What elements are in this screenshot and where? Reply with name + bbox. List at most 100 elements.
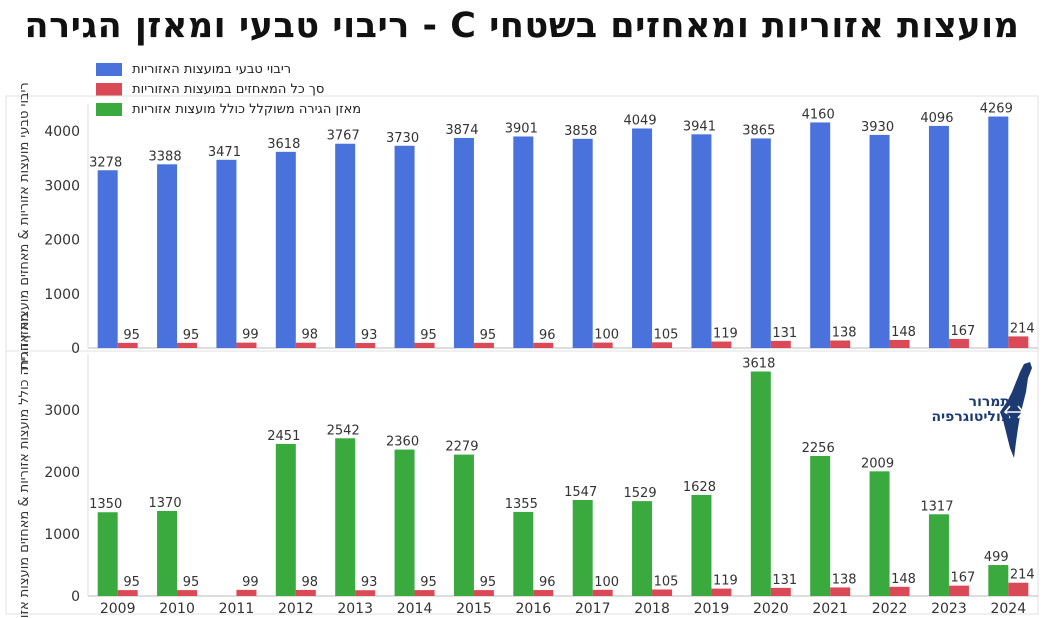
x-tick-label: 2023 [931,601,967,617]
data-label: 105 [654,574,679,589]
data-label: 2279 [445,440,478,455]
data-label: 1547 [564,485,597,500]
bar-primary [394,449,415,596]
bar-outposts [770,587,791,596]
data-label: 3388 [149,149,182,164]
israel-map-icon [1000,362,1032,458]
logo: תמרור פוליטוגרפיה [906,362,1036,462]
y-tick-label: 1000 [44,287,80,303]
bar-outposts [1008,582,1029,596]
data-label: 93 [361,328,378,343]
data-label: 1317 [920,499,953,514]
bar-primary [216,159,237,348]
bar-primary [810,456,831,596]
data-label: 148 [891,325,916,340]
bar-outposts [473,342,494,348]
x-tick-label: 2021 [812,601,848,617]
data-label: 119 [713,574,738,589]
data-label: 3901 [505,121,538,136]
data-label: 214 [1010,568,1035,583]
bar-outposts [711,341,732,348]
y-tick-label: 2000 [44,233,80,249]
bar-primary [632,128,653,348]
data-label: 4269 [980,102,1013,117]
legend-swatch-green [96,103,122,116]
y-tick-label: 0 [71,341,80,357]
data-label: 3930 [861,120,894,135]
bar-outposts [533,590,554,596]
x-tick-label: 2014 [397,601,433,617]
legend-swatch-red [96,83,122,96]
data-label: 95 [420,575,437,590]
bar-outposts [889,586,910,596]
bar-primary [572,138,593,348]
data-label: 4096 [920,111,953,126]
bar-outposts [177,342,198,348]
data-label: 100 [594,575,619,590]
x-tick-label: 2012 [278,601,314,617]
data-label: 1350 [89,497,122,512]
bar-outposts [117,590,138,596]
x-tick-label: 2017 [575,601,611,617]
bar-primary [928,514,949,596]
x-tick-label: 2024 [990,601,1026,617]
bar-outposts [592,342,613,348]
y-axis-label: ריבוי טבעי מועצות אזוריות & מאחזים מועצו… [17,82,32,370]
bar-outposts [236,589,257,596]
data-label: 2542 [327,423,360,438]
data-label: 131 [772,573,797,588]
bar-primary [157,164,178,348]
bar-primary [513,136,534,348]
legend-label: סך כל המאחזים במועצות האזוריות [132,82,325,97]
bar-outposts [592,589,613,596]
data-label: 167 [951,571,976,586]
data-label: 98 [302,328,319,343]
logo-text-line2: פוליטוגרפיה [931,409,1010,425]
bar-primary [275,443,296,596]
data-label: 99 [242,328,259,343]
bar-primary [335,143,356,348]
data-label: 95 [123,328,140,343]
data-label: 1529 [624,486,657,501]
bar-outposts [117,342,138,348]
data-label: 99 [242,575,259,590]
y-tick-label: 2000 [44,465,80,481]
bar-outposts [889,339,910,348]
data-label: 2009 [861,456,894,471]
bar-outposts [533,342,554,348]
data-label: 138 [832,572,857,587]
bar-primary [275,151,296,348]
bar-primary [988,116,1009,348]
data-label: 4160 [802,107,835,122]
y-tick-label: 3000 [44,403,80,419]
chart-frame [5,95,1039,615]
bar-primary [810,122,831,349]
data-label: 3865 [742,123,775,138]
y-tick-label: 0 [71,589,80,605]
data-label: 95 [183,328,200,343]
x-tick-label: 2015 [456,601,492,617]
data-label: 95 [183,575,200,590]
data-label: 95 [480,328,497,343]
bar-outposts [473,590,494,596]
x-tick-label: 2010 [159,601,195,617]
bar-outposts [711,588,732,596]
bar-outposts [948,585,969,596]
data-label: 1370 [149,496,182,511]
data-label: 3730 [386,131,419,146]
bar-primary [453,454,474,596]
logo-text-line1: תמרור [968,394,1010,410]
data-label: 3858 [564,124,597,139]
legend-swatch-blue [96,63,122,76]
data-label: 95 [123,575,140,590]
data-label: 3618 [742,356,775,371]
bar-outposts [355,590,376,596]
bar-primary [157,510,178,596]
x-tick-label: 2020 [753,601,789,617]
bar-outposts [355,342,376,348]
data-label: 3278 [89,155,122,170]
data-label: 4049 [624,113,657,128]
data-label: 148 [891,572,916,587]
bar-primary [988,565,1009,596]
